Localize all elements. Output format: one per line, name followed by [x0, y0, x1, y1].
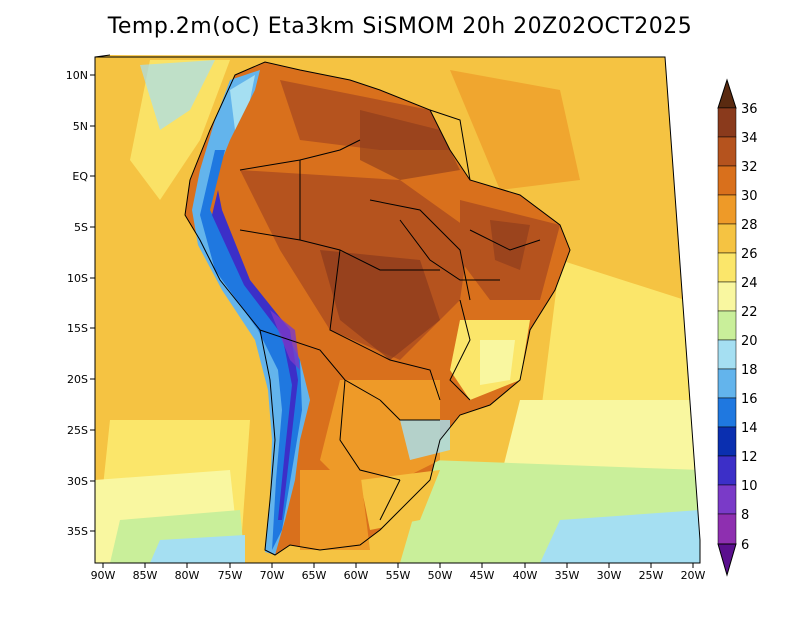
colorbar-swatch [717, 281, 737, 312]
lon-tick-label: 25W [639, 569, 664, 582]
lat-tick-label: 5N [73, 120, 88, 133]
colorbar-swatch [717, 136, 737, 167]
colorbar-label: 36 [741, 102, 758, 117]
lon-tick-label: 60W [344, 569, 369, 582]
colorbar-swatch [717, 339, 737, 370]
colorbar-label: 20 [741, 334, 758, 349]
country-borders [184, 61, 571, 556]
lat-tick-label: 5S [74, 221, 88, 234]
colorbar-swatch [717, 310, 737, 341]
colorbar-swatch [717, 194, 737, 225]
lat-tick-label: 30S [67, 475, 88, 488]
colorbar-swatch [717, 223, 737, 254]
colorbar-label: 8 [741, 508, 749, 523]
lat-tick-label: EQ [72, 170, 88, 183]
colorbar-label: 6 [741, 538, 749, 553]
lon-tick-label: 65W [302, 569, 327, 582]
colorbar-swatch [717, 397, 737, 428]
longitude-axis: 90W 85W 80W 75W 70W 65W 60W 55W 50W 45W … [91, 563, 706, 582]
temperature-colorbar: 36 34 32 30 28 26 24 22 20 18 16 14 12 1… [717, 78, 758, 577]
lat-tick-label: 35S [67, 525, 88, 538]
lon-tick-label: 35W [555, 569, 580, 582]
lon-tick-label: 85W [133, 569, 158, 582]
lat-tick-label: 10S [67, 272, 88, 285]
lat-tick-label: 10N [66, 69, 88, 82]
colorbar-swatch [717, 426, 737, 457]
colorbar-label: 24 [741, 276, 758, 291]
colorbar-label: 16 [741, 392, 758, 407]
lon-tick-label: 80W [175, 569, 200, 582]
latitude-axis: 10N 5N EQ 5S 10S 15S 20S 25S 30S 35S [66, 69, 95, 538]
lon-tick-label: 45W [470, 569, 495, 582]
lon-tick-label: 70W [260, 569, 285, 582]
colorbar-label: 30 [741, 189, 758, 204]
lon-tick-label: 40W [513, 569, 538, 582]
colorbar-label: 34 [741, 131, 758, 146]
colorbar-label: 26 [741, 247, 758, 262]
lat-tick-label: 25S [67, 424, 88, 437]
colorbar-swatch [717, 252, 737, 283]
colorbar-swatch [717, 513, 737, 545]
map-title: Temp.2m(oC) Eta3km SiSMOM 20h 20Z02OCT20… [107, 14, 693, 39]
colorbar-swatch [717, 165, 737, 196]
lon-tick-label: 30W [597, 569, 622, 582]
lon-tick-label: 90W [91, 569, 116, 582]
continent-shading [185, 62, 570, 555]
colorbar-label: 12 [741, 450, 758, 465]
colorbar-label: 22 [741, 305, 758, 320]
colorbar-swatch [717, 107, 737, 138]
colorbar-label: 14 [741, 421, 758, 436]
lon-tick-label: 50W [428, 569, 453, 582]
colorbar-label: 28 [741, 218, 758, 233]
lat-tick-label: 20S [67, 373, 88, 386]
colorbar-swatch [717, 484, 737, 515]
colorbar-label: 32 [741, 160, 758, 175]
colorbar-swatch [717, 455, 737, 486]
lon-tick-label: 55W [386, 569, 411, 582]
colorbar-bottom-arrow [717, 543, 737, 577]
colorbar-label: 18 [741, 363, 758, 378]
colorbar-swatch [717, 368, 737, 399]
colorbar-label: 10 [741, 479, 758, 494]
map-frame [94, 54, 701, 564]
lat-tick-label: 15S [67, 322, 88, 335]
lon-tick-label: 20W [681, 569, 706, 582]
lon-tick-label: 75W [218, 569, 243, 582]
colorbar-top-arrow [717, 78, 737, 109]
